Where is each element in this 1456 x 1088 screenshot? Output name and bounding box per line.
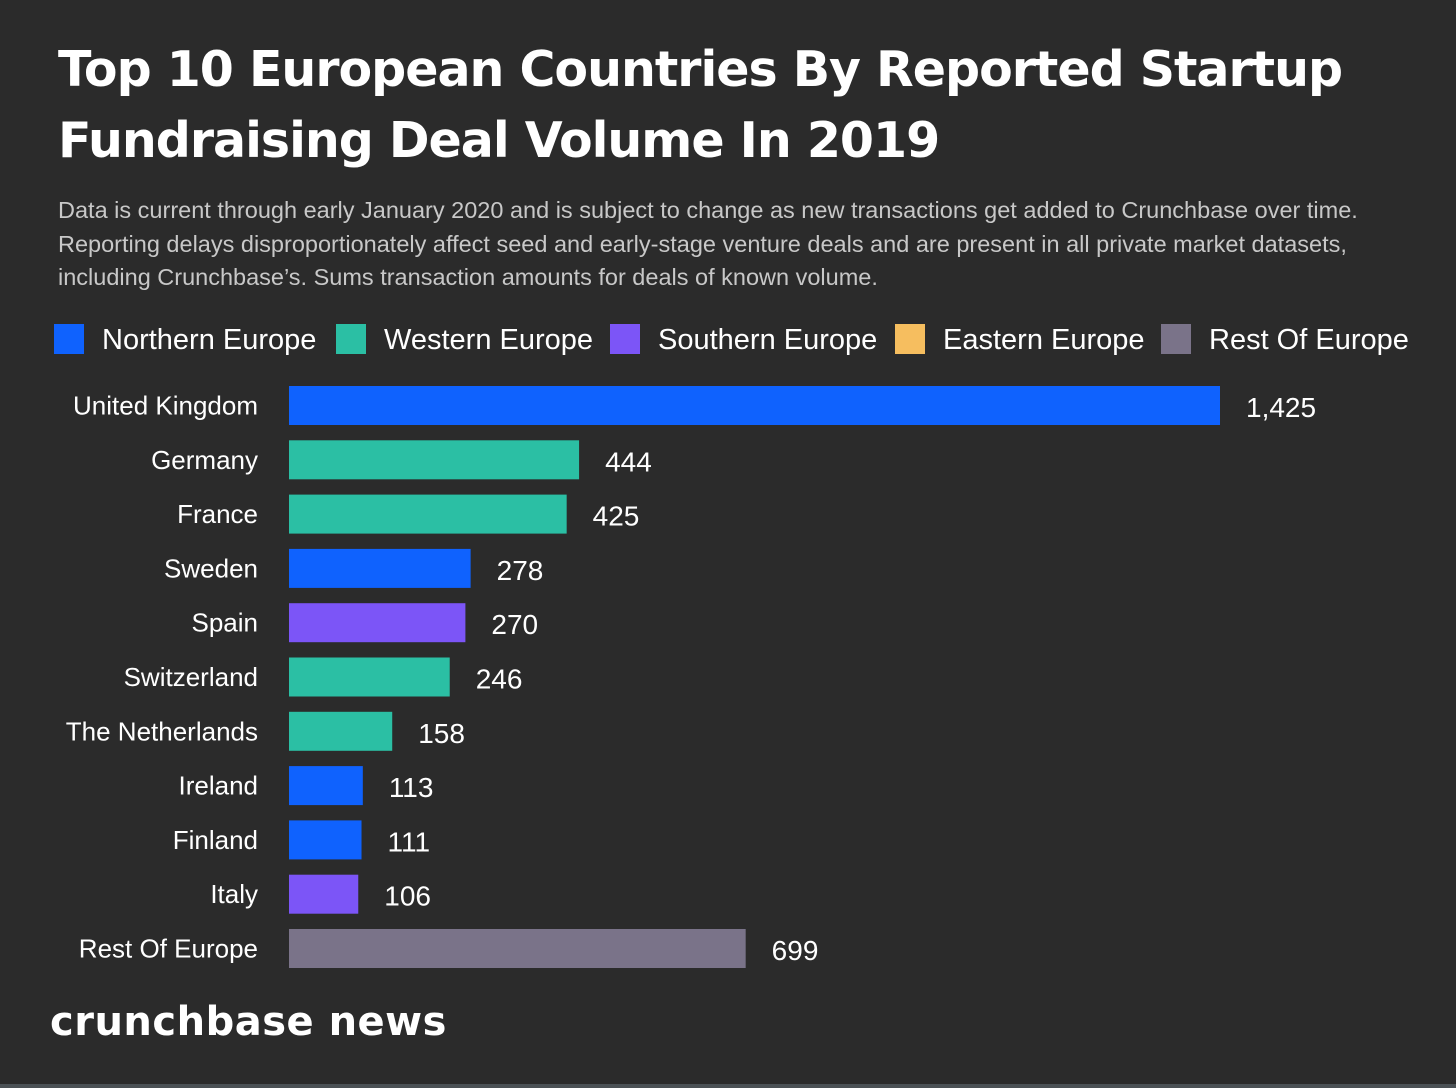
brand-logo: crunchbase news xyxy=(50,999,447,1045)
chart-title: Top 10 European Countries By Reported St… xyxy=(58,41,1343,169)
category-label-france: France xyxy=(177,499,258,529)
chart-legend: Northern Europe Western Europe Southern … xyxy=(54,322,1454,362)
bar-rest-of-europe xyxy=(289,929,746,968)
legend-label-northern-europe: Northern Europe xyxy=(102,324,317,356)
value-label-spain: 270 xyxy=(491,609,538,640)
legend-swatch-eastern-europe xyxy=(895,324,925,354)
category-label-rest-of-europe: Rest Of Europe xyxy=(79,934,258,964)
bar-france xyxy=(289,494,567,534)
bar-united-kingdom xyxy=(289,386,1220,425)
category-label-italy: Italy xyxy=(210,879,258,909)
legend-swatch-northern-europe xyxy=(54,324,84,354)
legend-label-western-europe: Western Europe xyxy=(384,324,594,356)
bar-italy xyxy=(289,874,359,914)
category-label-germany: Germany xyxy=(151,445,258,475)
value-label-switzerland: 246 xyxy=(476,664,523,695)
value-label-united-kingdom: 1,425 xyxy=(1246,392,1316,423)
legend-label-rest-of-europe: Rest Of Europe xyxy=(1209,324,1409,356)
bar-switzerland xyxy=(289,657,450,697)
legend-label-eastern-europe: Eastern Europe xyxy=(943,324,1145,356)
legend-swatch-rest-of-europe xyxy=(1161,324,1191,354)
value-label-italy: 106 xyxy=(384,881,431,912)
category-label-switzerland: Switzerland xyxy=(124,662,258,692)
bar-spain xyxy=(289,603,466,643)
bar-finland xyxy=(289,820,362,860)
value-label-finland: 111 xyxy=(388,826,431,857)
category-label-sweden: Sweden xyxy=(164,553,258,583)
value-label-ireland: 113 xyxy=(389,772,434,803)
value-label-france: 425 xyxy=(593,501,640,532)
chart-subtitle: Data is current through early January 20… xyxy=(58,197,1358,290)
legend-swatch-western-europe xyxy=(336,324,366,354)
category-label-united-kingdom: United Kingdom xyxy=(73,391,258,421)
category-label-the-netherlands: The Netherlands xyxy=(66,716,258,746)
value-label-sweden: 278 xyxy=(497,555,544,586)
bar-ireland xyxy=(289,766,363,806)
value-label-rest-of-europe: 699 xyxy=(772,935,819,966)
legend-swatch-southern-europe xyxy=(610,324,640,354)
bar-germany xyxy=(289,440,580,480)
bar-the-netherlands xyxy=(289,711,393,751)
bar-sweden xyxy=(289,548,471,588)
value-label-germany: 444 xyxy=(605,446,652,477)
category-label-finland: Finland xyxy=(173,825,258,855)
category-label-ireland: Ireland xyxy=(179,771,259,801)
legend-label-southern-europe: Southern Europe xyxy=(658,324,878,356)
value-label-the-netherlands: 158 xyxy=(418,718,465,749)
category-label-spain: Spain xyxy=(192,608,259,638)
